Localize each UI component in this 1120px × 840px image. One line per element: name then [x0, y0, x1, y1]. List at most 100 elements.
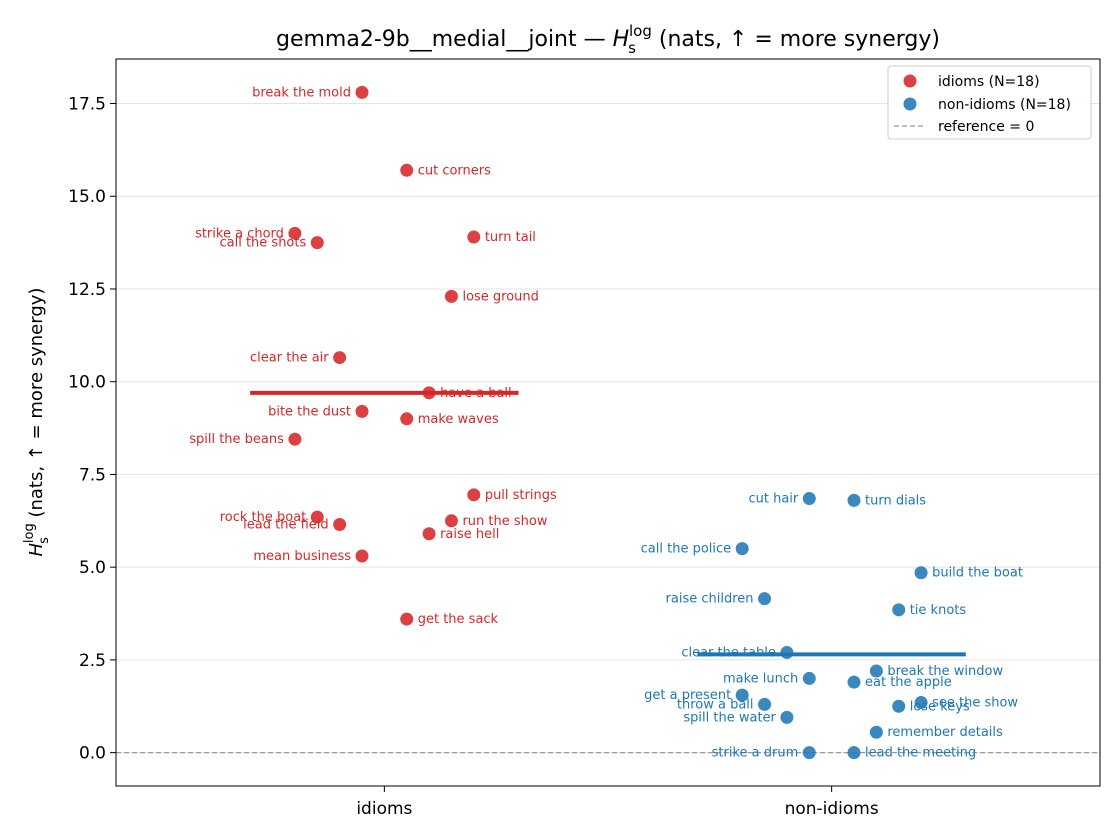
- point-label: clear the air: [250, 351, 329, 366]
- data-point: [400, 612, 414, 626]
- data-point: [355, 404, 369, 418]
- y-tick-label: 7.5: [79, 465, 106, 485]
- point-label: remember details: [887, 725, 1003, 740]
- point-label: lose keys: [910, 699, 970, 714]
- point-label: spill the water: [683, 710, 776, 725]
- point-label: get a present: [644, 688, 731, 703]
- point-label: break the window: [887, 664, 1003, 679]
- point-label: strike a drum: [712, 746, 799, 761]
- y-axis-label-symbol: H: [26, 542, 47, 556]
- point-label: raise children: [666, 592, 754, 607]
- point-label: have a ball: [440, 386, 512, 401]
- y-tick-label: 15.0: [68, 187, 106, 207]
- data-point: [333, 518, 347, 532]
- data-point: [869, 725, 883, 739]
- data-point: [847, 675, 861, 689]
- point-label: rock the boat: [220, 510, 307, 525]
- legend-marker: [903, 74, 917, 88]
- data-point: [735, 688, 749, 702]
- point-label: pull strings: [485, 488, 557, 503]
- point-label: tie knots: [910, 603, 967, 618]
- y-axis-label-suffix: (nats, ↑ = more synergy): [26, 288, 47, 524]
- point-label: turn dials: [865, 493, 926, 508]
- chart-title-symbol: H: [613, 27, 630, 52]
- point-label: make lunch: [723, 671, 798, 686]
- data-point: [422, 527, 436, 541]
- data-point: [400, 163, 414, 177]
- legend: idioms (N=18) non-idioms (N=18) reference …: [887, 65, 1092, 140]
- point-label: cut corners: [418, 163, 491, 178]
- y-axis-label-subscript: s: [37, 537, 52, 544]
- axes: 0.0 2.5 5.0 7.5 10.0 12.5 15.0 17.5 idioms non-id…: [68, 95, 879, 819]
- data-points: [288, 85, 928, 760]
- y-tick-label: 2.5: [79, 651, 106, 671]
- point-label: lose ground: [462, 289, 538, 304]
- data-point: [892, 603, 906, 617]
- point-label: strike a chord: [195, 226, 284, 241]
- data-point: [355, 549, 369, 563]
- data-point: [914, 566, 928, 580]
- point-label: mean business: [253, 549, 351, 564]
- y-tick-label: 17.5: [68, 95, 106, 115]
- point-label: raise hell: [440, 527, 499, 542]
- data-point: [444, 289, 458, 303]
- chart-title: gemma2-9b__medial__joint — Hslog (nats, …: [276, 22, 940, 57]
- data-point: [355, 85, 369, 99]
- legend-label: idioms (N=18): [938, 74, 1040, 90]
- data-point: [735, 542, 749, 556]
- data-point: [400, 412, 414, 426]
- data-point: [310, 236, 324, 250]
- data-point: [802, 492, 816, 506]
- y-tick-label: 12.5: [68, 280, 106, 300]
- data-point: [780, 710, 794, 724]
- data-point: [869, 664, 883, 678]
- x-tick-label: idioms: [356, 799, 412, 819]
- data-point: [914, 696, 928, 710]
- point-label: cut hair: [748, 492, 798, 507]
- point-label: see the show: [932, 696, 1018, 711]
- data-point: [444, 514, 458, 528]
- data-point: [847, 746, 861, 760]
- data-point: [467, 230, 481, 244]
- y-tick-label: 0.0: [79, 744, 106, 764]
- data-point: [802, 671, 816, 685]
- y-axis-label: Hslog (nats, ↑ = more synergy): [22, 288, 52, 557]
- point-label: run the show: [462, 514, 547, 529]
- point-label: turn tail: [485, 230, 536, 245]
- point-label: call the police: [641, 542, 732, 557]
- point-label: call the shots: [219, 236, 306, 251]
- data-point: [892, 699, 906, 713]
- point-label: make waves: [418, 412, 499, 427]
- legend-box: [887, 65, 1092, 140]
- point-label: lead the field: [243, 518, 328, 533]
- point-label: get the sack: [418, 612, 499, 627]
- point-label: lead the meeting: [865, 746, 976, 761]
- y-tick-label: 5.0: [79, 558, 106, 578]
- mean-lines: [250, 390, 966, 657]
- point-label: bite the dust: [268, 404, 351, 419]
- y-tick-label: 10.0: [68, 373, 106, 393]
- data-point: [310, 510, 324, 524]
- chart-title-suffix: (nats, ↑ = more synergy): [652, 27, 940, 52]
- data-point: [847, 493, 861, 507]
- data-point: [758, 697, 772, 711]
- legend-marker: [903, 97, 917, 111]
- x-tick-label: non-idioms: [785, 799, 879, 819]
- data-point: [422, 386, 436, 400]
- point-label: build the boat: [932, 566, 1023, 581]
- point-label: spill the beans: [189, 432, 284, 447]
- legend-label: non-idioms (N=18): [938, 97, 1071, 113]
- point-label: throw a ball: [677, 697, 754, 712]
- chart-title-main: gemma2-9b__medial__joint —: [276, 27, 613, 52]
- data-point: [780, 645, 794, 659]
- data-point: [467, 488, 481, 502]
- chart-title-superscript: log: [629, 22, 652, 40]
- data-point: [333, 351, 347, 365]
- point-label: eat the apple: [865, 675, 952, 690]
- point-label: break the mold: [252, 85, 351, 100]
- data-point: [288, 432, 302, 446]
- point-label: clear the table: [681, 645, 776, 660]
- data-point: [288, 226, 302, 240]
